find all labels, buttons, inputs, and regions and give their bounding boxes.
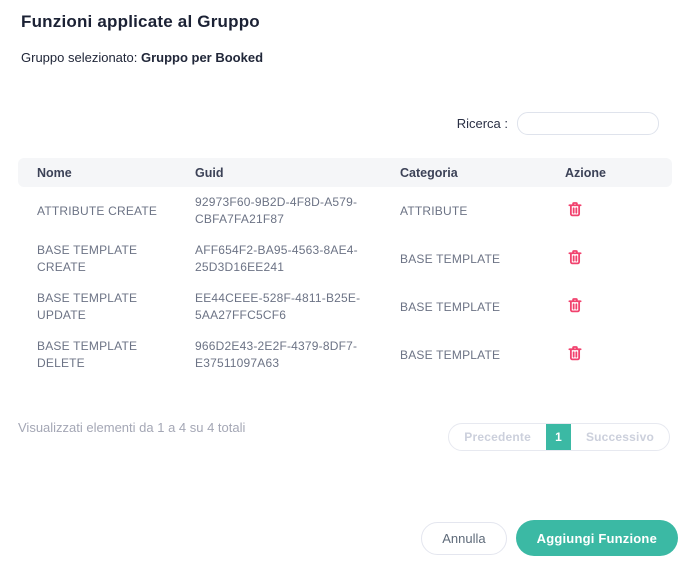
row-action-cell: [565, 199, 672, 223]
delete-button[interactable]: [565, 343, 585, 363]
delete-button[interactable]: [565, 247, 585, 267]
search-bar: Ricerca :: [457, 112, 659, 135]
delete-button[interactable]: [565, 199, 585, 219]
trash-icon: [568, 346, 582, 361]
pagination-next-button[interactable]: Successivo: [571, 424, 669, 450]
pagination-current-page[interactable]: 1: [545, 424, 571, 450]
table-row: BASE TEMPLATE DELETE 966D2E43-2E2F-4379-…: [18, 331, 672, 379]
trash-icon: [568, 250, 582, 265]
function-name: BASE TEMPLATE UPDATE: [37, 291, 138, 322]
row-action-cell: [565, 343, 672, 367]
function-category: ATTRIBUTE: [400, 203, 468, 218]
selected-group-line: Gruppo selezionato: Gruppo per Booked: [21, 50, 263, 65]
search-label: Ricerca :: [456, 116, 508, 131]
function-name: BASE TEMPLATE CREATE: [37, 243, 138, 274]
column-header-azione: Azione: [565, 165, 606, 180]
trash-icon: [568, 202, 582, 217]
column-header-nome: Nome: [37, 165, 72, 180]
table-row: ATTRIBUTE CREATE 92973F60-9B2D-4F8D-A579…: [18, 187, 672, 235]
row-action-cell: [565, 247, 672, 271]
functions-table: Nome Guid Categoria Azione ATTRIBUTE CRE…: [18, 158, 672, 379]
add-function-button[interactable]: Aggiungi Funzione: [515, 520, 678, 556]
selected-group-value: Gruppo per Booked: [140, 50, 264, 65]
row-action-cell: [565, 295, 672, 319]
trash-icon: [568, 298, 582, 313]
column-header-categoria: Categoria: [400, 165, 458, 180]
page-title: Funzioni applicate al Gruppo: [21, 12, 260, 31]
function-category: BASE TEMPLATE: [400, 347, 501, 362]
function-guid: EE44CEEE-528F-4811-B25E-5AA27FFC5CF6: [195, 291, 361, 322]
function-guid: 966D2E43-2E2F-4379-8DF7-E37511097A63: [195, 339, 358, 370]
function-guid: 92973F60-9B2D-4F8D-A579-CBFA7FA21F87: [195, 195, 358, 226]
function-name: BASE TEMPLATE DELETE: [37, 339, 138, 370]
table-row: BASE TEMPLATE CREATE AFF654F2-BA95-4563-…: [18, 235, 672, 283]
function-category: BASE TEMPLATE: [400, 251, 501, 266]
function-category: BASE TEMPLATE: [400, 299, 501, 314]
table-header-row: Nome Guid Categoria Azione: [18, 158, 672, 187]
column-header-guid: Guid: [195, 165, 224, 180]
modal-footer: Annulla Aggiungi Funzione: [421, 520, 678, 556]
search-input[interactable]: [517, 112, 659, 135]
cancel-button[interactable]: Annulla: [421, 521, 507, 555]
function-guid: AFF654F2-BA95-4563-8AE4-25D3D16EE241: [195, 243, 358, 274]
table-row: BASE TEMPLATE UPDATE EE44CEEE-528F-4811-…: [18, 283, 672, 331]
delete-button[interactable]: [565, 295, 585, 315]
function-name: ATTRIBUTE CREATE: [37, 203, 158, 218]
selected-group-label: Gruppo selezionato:: [21, 50, 141, 65]
pagination-previous-button[interactable]: Precedente: [449, 424, 546, 450]
pagination-info: Visualizzati elementi da 1 a 4 su 4 tota…: [18, 420, 246, 435]
pagination: Precedente 1 Successivo: [448, 423, 670, 451]
